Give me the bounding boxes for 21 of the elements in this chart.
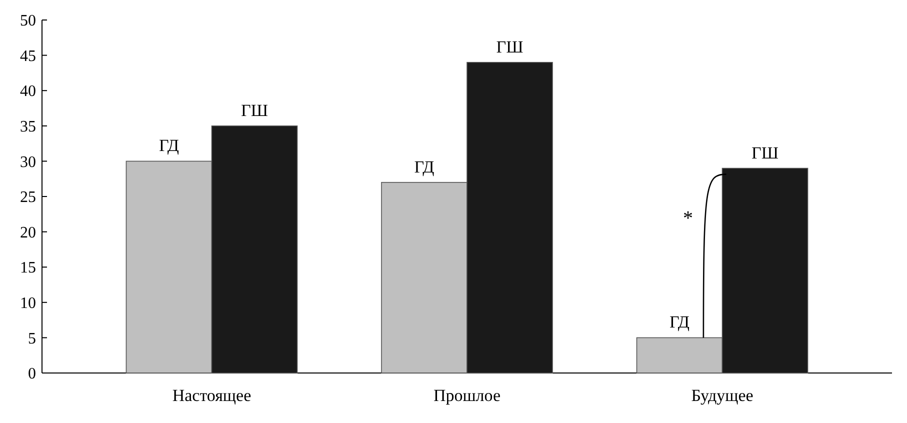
text: ГД	[670, 312, 690, 332]
y-tick-label: 5	[28, 330, 36, 348]
text: ГШ	[496, 37, 524, 56]
text: ГШ	[752, 143, 779, 162]
series-label: ГД	[159, 136, 180, 156]
y-tick-label: 45	[20, 48, 36, 65]
y-tick-label: 30	[20, 154, 36, 171]
y-tick-label: 20	[20, 224, 36, 242]
y-tick-label: 10	[20, 295, 36, 312]
y-tick-label: 35	[20, 118, 36, 136]
y-tick-label: 0	[28, 366, 36, 383]
x-tick-label: Настоящее	[172, 386, 252, 405]
y-tick-label: 25	[20, 189, 36, 206]
y-tick-label: 50	[20, 12, 36, 30]
y-tick-label: 40	[20, 83, 36, 100]
annotation: *	[683, 208, 694, 230]
x-tick-label: Будущее	[691, 386, 754, 405]
x-tick-label: Прошлое	[433, 386, 501, 405]
text: ГД	[414, 157, 434, 176]
y-tick-label: 15	[20, 260, 36, 277]
series-label: ГШ	[241, 100, 268, 120]
